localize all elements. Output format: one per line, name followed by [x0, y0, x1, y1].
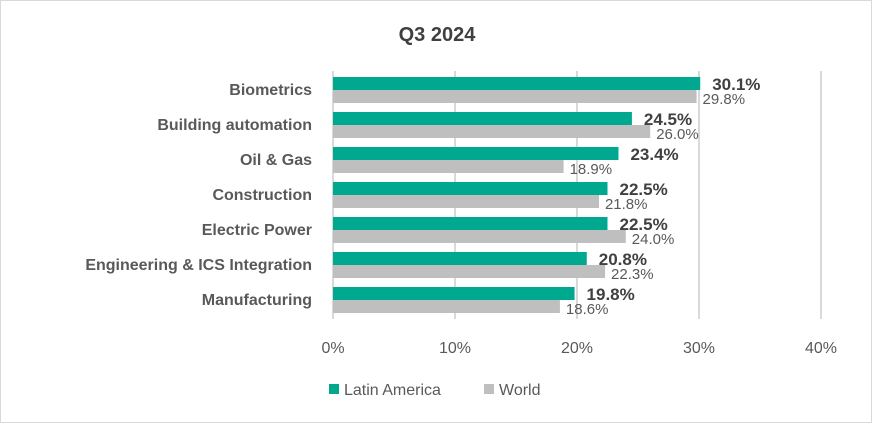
bar-world	[333, 265, 606, 278]
bar-latin-america	[333, 112, 632, 125]
data-label-latin-america: 22.5%	[620, 180, 668, 199]
data-label-world: 18.6%	[566, 301, 609, 318]
bar-latin-america	[333, 182, 608, 195]
bar-world	[333, 195, 599, 208]
category-label: Construction	[212, 187, 312, 204]
category-label: Engineering & ICS Integration	[85, 257, 312, 274]
legend-label: World	[499, 382, 541, 399]
x-tick-label: 30%	[683, 340, 715, 357]
data-label-world: 22.3%	[611, 266, 654, 283]
bar-world	[333, 125, 651, 138]
x-tick-label: 10%	[439, 340, 471, 357]
data-label-latin-america: 23.4%	[630, 145, 678, 164]
bar-latin-america	[333, 77, 701, 90]
x-tick-label: 20%	[561, 340, 593, 357]
bar-world	[333, 90, 697, 103]
data-label-latin-america: 22.5%	[620, 215, 668, 234]
bar-latin-america	[333, 252, 587, 265]
bar-world	[333, 160, 564, 173]
bar-latin-america	[333, 287, 575, 300]
category-label: Electric Power	[202, 222, 312, 239]
bar-world	[333, 230, 626, 243]
data-label-latin-america: 19.8%	[587, 285, 635, 304]
data-label-latin-america: 24.5%	[644, 110, 692, 129]
data-label-world: 18.9%	[570, 161, 613, 178]
data-label-latin-america: 30.1%	[712, 75, 760, 94]
x-tick-label: 40%	[805, 340, 837, 357]
bar-world	[333, 300, 560, 313]
x-tick-label: 0%	[321, 340, 344, 357]
legend-label: Latin America	[344, 382, 441, 399]
bar-latin-america	[333, 217, 608, 230]
category-label: Oil & Gas	[240, 152, 312, 169]
category-label: Building automation	[157, 117, 312, 134]
category-label: Manufacturing	[202, 292, 312, 309]
category-label: Biometrics	[229, 82, 312, 99]
data-label-world: 24.0%	[632, 231, 675, 248]
legend-swatch	[329, 384, 339, 394]
legend-swatch	[484, 384, 494, 394]
data-label-world: 21.8%	[605, 196, 648, 213]
bar-latin-america	[333, 147, 619, 160]
data-label-world: 26.0%	[656, 126, 699, 143]
data-label-latin-america: 20.8%	[599, 250, 647, 269]
data-label-world: 29.8%	[703, 91, 746, 108]
chart-title: Q3 2024	[399, 24, 477, 46]
